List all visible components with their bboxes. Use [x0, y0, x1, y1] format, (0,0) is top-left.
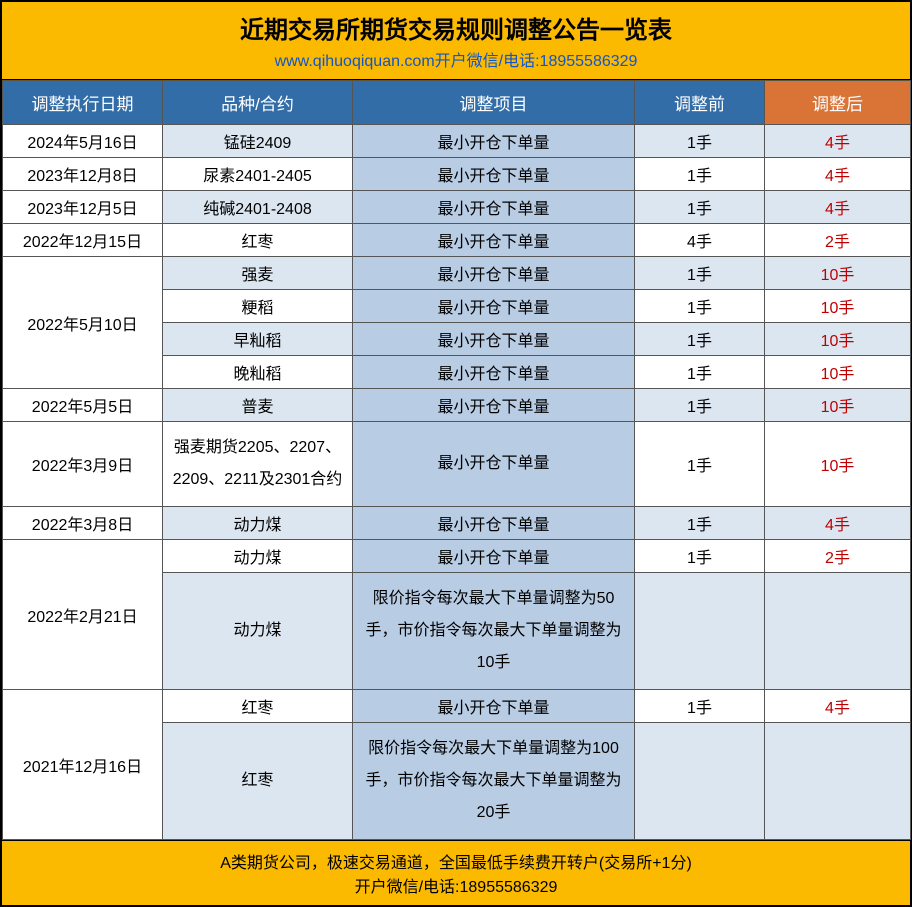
- col-header-product: 品种/合约: [163, 81, 353, 125]
- table-row: 2022年2月21日动力煤最小开仓下单量1手2手: [3, 540, 911, 573]
- cell-after: 10手: [765, 389, 911, 422]
- title-block: 近期交易所期货交易规则调整公告一览表 www.qihuoqiquan.com开户…: [2, 2, 910, 80]
- footer-line-1: A类期货公司，极速交易通道，全国最低手续费开转户(交易所+1分): [2, 849, 910, 873]
- cell-product: 尿素2401-2405: [163, 158, 353, 191]
- cell-product: 红枣: [163, 690, 353, 723]
- cell-date: 2022年3月8日: [3, 507, 163, 540]
- cell-before: [635, 723, 765, 840]
- cell-item: 最小开仓下单量: [353, 690, 635, 723]
- cell-date: 2023年12月5日: [3, 191, 163, 224]
- table-body: 2024年5月16日锰硅2409最小开仓下单量1手4手2023年12月8日尿素2…: [3, 125, 911, 840]
- cell-before: 1手: [635, 389, 765, 422]
- table-row: 2022年3月9日强麦期货2205、2207、2209、2211及2301合约最…: [3, 422, 911, 507]
- cell-product: 强麦期货2205、2207、2209、2211及2301合约: [163, 422, 353, 507]
- cell-item: 最小开仓下单量: [353, 389, 635, 422]
- cell-after: 4手: [765, 191, 911, 224]
- cell-date: 2022年3月9日: [3, 422, 163, 507]
- cell-item: 最小开仓下单量: [353, 224, 635, 257]
- cell-item: 最小开仓下单量: [353, 290, 635, 323]
- cell-before: 1手: [635, 422, 765, 507]
- cell-item: 限价指令每次最大下单量调整为100手，市价指令每次最大下单量调整为20手: [353, 723, 635, 840]
- cell-product: 红枣: [163, 224, 353, 257]
- cell-after: 4手: [765, 690, 911, 723]
- table-container: 近期交易所期货交易规则调整公告一览表 www.qihuoqiquan.com开户…: [0, 0, 912, 907]
- table-row: 2021年12月16日红枣最小开仓下单量1手4手: [3, 690, 911, 723]
- table-row: 2024年5月16日锰硅2409最小开仓下单量1手4手: [3, 125, 911, 158]
- col-header-date: 调整执行日期: [3, 81, 163, 125]
- cell-item: 最小开仓下单量: [353, 507, 635, 540]
- table-row: 2022年12月15日红枣最小开仓下单量4手2手: [3, 224, 911, 257]
- cell-after: 4手: [765, 125, 911, 158]
- page-subtitle: www.qihuoqiquan.com开户微信/电话:18955586329: [2, 47, 910, 71]
- cell-product: 动力煤: [163, 540, 353, 573]
- col-header-after: 调整后: [765, 81, 911, 125]
- cell-after: 4手: [765, 158, 911, 191]
- cell-before: 1手: [635, 158, 765, 191]
- table-row: 2022年5月10日强麦最小开仓下单量1手10手: [3, 257, 911, 290]
- cell-before: 1手: [635, 290, 765, 323]
- page-title: 近期交易所期货交易规则调整公告一览表: [2, 10, 910, 45]
- cell-item: 最小开仓下单量: [353, 540, 635, 573]
- cell-item: 最小开仓下单量: [353, 422, 635, 507]
- cell-before: 1手: [635, 507, 765, 540]
- cell-date: 2022年5月10日: [3, 257, 163, 389]
- cell-item: 最小开仓下单量: [353, 257, 635, 290]
- cell-after: [765, 573, 911, 690]
- table-row: 2022年3月8日动力煤最小开仓下单量1手4手: [3, 507, 911, 540]
- table-row: 2022年5月5日普麦最小开仓下单量1手10手: [3, 389, 911, 422]
- footer-block: A类期货公司，极速交易通道，全国最低手续费开转户(交易所+1分) 开户微信/电话…: [2, 840, 910, 905]
- cell-product: 动力煤: [163, 573, 353, 690]
- table-row: 2023年12月5日纯碱2401-2408最小开仓下单量1手4手: [3, 191, 911, 224]
- cell-before: 1手: [635, 690, 765, 723]
- cell-product: 锰硅2409: [163, 125, 353, 158]
- cell-item: 最小开仓下单量: [353, 191, 635, 224]
- col-header-before: 调整前: [635, 81, 765, 125]
- cell-product: 动力煤: [163, 507, 353, 540]
- cell-after: 10手: [765, 290, 911, 323]
- cell-date: 2022年5月5日: [3, 389, 163, 422]
- table-row: 2023年12月8日尿素2401-2405最小开仓下单量1手4手: [3, 158, 911, 191]
- rules-table: 调整执行日期 品种/合约 调整项目 调整前 调整后 2024年5月16日锰硅24…: [2, 80, 911, 840]
- cell-date: 2022年2月21日: [3, 540, 163, 690]
- cell-after: 10手: [765, 356, 911, 389]
- cell-after: 2手: [765, 540, 911, 573]
- cell-after: 10手: [765, 323, 911, 356]
- cell-date: 2024年5月16日: [3, 125, 163, 158]
- cell-item: 最小开仓下单量: [353, 323, 635, 356]
- cell-item: 最小开仓下单量: [353, 125, 635, 158]
- cell-before: 1手: [635, 191, 765, 224]
- cell-item: 限价指令每次最大下单量调整为50手，市价指令每次最大下单量调整为10手: [353, 573, 635, 690]
- cell-before: 1手: [635, 540, 765, 573]
- cell-product: 晚籼稻: [163, 356, 353, 389]
- cell-product: 普麦: [163, 389, 353, 422]
- cell-product: 红枣: [163, 723, 353, 840]
- cell-date: 2022年12月15日: [3, 224, 163, 257]
- table-header-row: 调整执行日期 品种/合约 调整项目 调整前 调整后: [3, 81, 911, 125]
- cell-date: 2023年12月8日: [3, 158, 163, 191]
- cell-item: 最小开仓下单量: [353, 356, 635, 389]
- cell-date: 2021年12月16日: [3, 690, 163, 840]
- cell-product: 强麦: [163, 257, 353, 290]
- cell-item: 最小开仓下单量: [353, 158, 635, 191]
- cell-after: 10手: [765, 257, 911, 290]
- cell-after: [765, 723, 911, 840]
- cell-before: [635, 573, 765, 690]
- cell-before: 1手: [635, 125, 765, 158]
- cell-before: 1手: [635, 323, 765, 356]
- cell-after: 2手: [765, 224, 911, 257]
- cell-before: 1手: [635, 257, 765, 290]
- cell-product: 早籼稻: [163, 323, 353, 356]
- cell-after: 4手: [765, 507, 911, 540]
- cell-before: 1手: [635, 356, 765, 389]
- cell-product: 粳稻: [163, 290, 353, 323]
- cell-product: 纯碱2401-2408: [163, 191, 353, 224]
- footer-line-2: 开户微信/电话:18955586329: [2, 873, 910, 897]
- cell-before: 4手: [635, 224, 765, 257]
- cell-after: 10手: [765, 422, 911, 507]
- col-header-item: 调整项目: [353, 81, 635, 125]
